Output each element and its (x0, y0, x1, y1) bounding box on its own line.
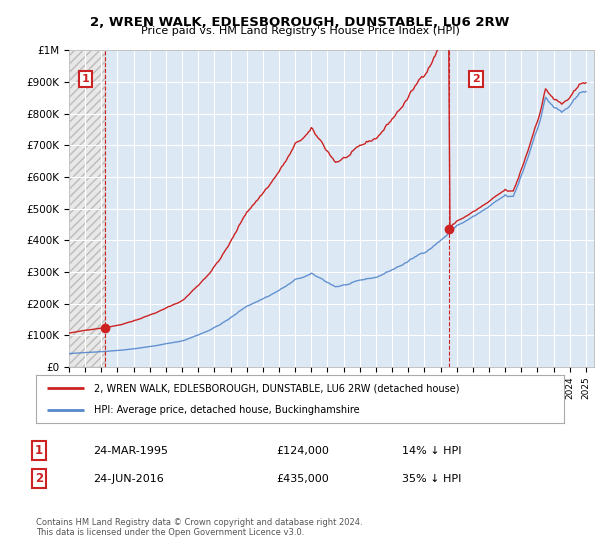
Text: 1: 1 (81, 74, 89, 84)
Text: 24-JUN-2016: 24-JUN-2016 (93, 474, 164, 484)
Text: 24-MAR-1995: 24-MAR-1995 (93, 446, 168, 456)
Text: 2, WREN WALK, EDLESBOROUGH, DUNSTABLE, LU6 2RW (detached house): 2, WREN WALK, EDLESBOROUGH, DUNSTABLE, L… (94, 383, 460, 393)
Text: Contains HM Land Registry data © Crown copyright and database right 2024.
This d: Contains HM Land Registry data © Crown c… (36, 518, 362, 538)
Text: £124,000: £124,000 (276, 446, 329, 456)
Text: 2: 2 (472, 74, 480, 84)
Text: 1: 1 (35, 444, 43, 458)
Text: Price paid vs. HM Land Registry's House Price Index (HPI): Price paid vs. HM Land Registry's House … (140, 26, 460, 36)
Text: 2, WREN WALK, EDLESBOROUGH, DUNSTABLE, LU6 2RW: 2, WREN WALK, EDLESBOROUGH, DUNSTABLE, L… (91, 16, 509, 29)
Text: HPI: Average price, detached house, Buckinghamshire: HPI: Average price, detached house, Buck… (94, 405, 360, 415)
Text: 2: 2 (35, 472, 43, 486)
Text: 35% ↓ HPI: 35% ↓ HPI (402, 474, 461, 484)
Text: £435,000: £435,000 (276, 474, 329, 484)
Text: 14% ↓ HPI: 14% ↓ HPI (402, 446, 461, 456)
